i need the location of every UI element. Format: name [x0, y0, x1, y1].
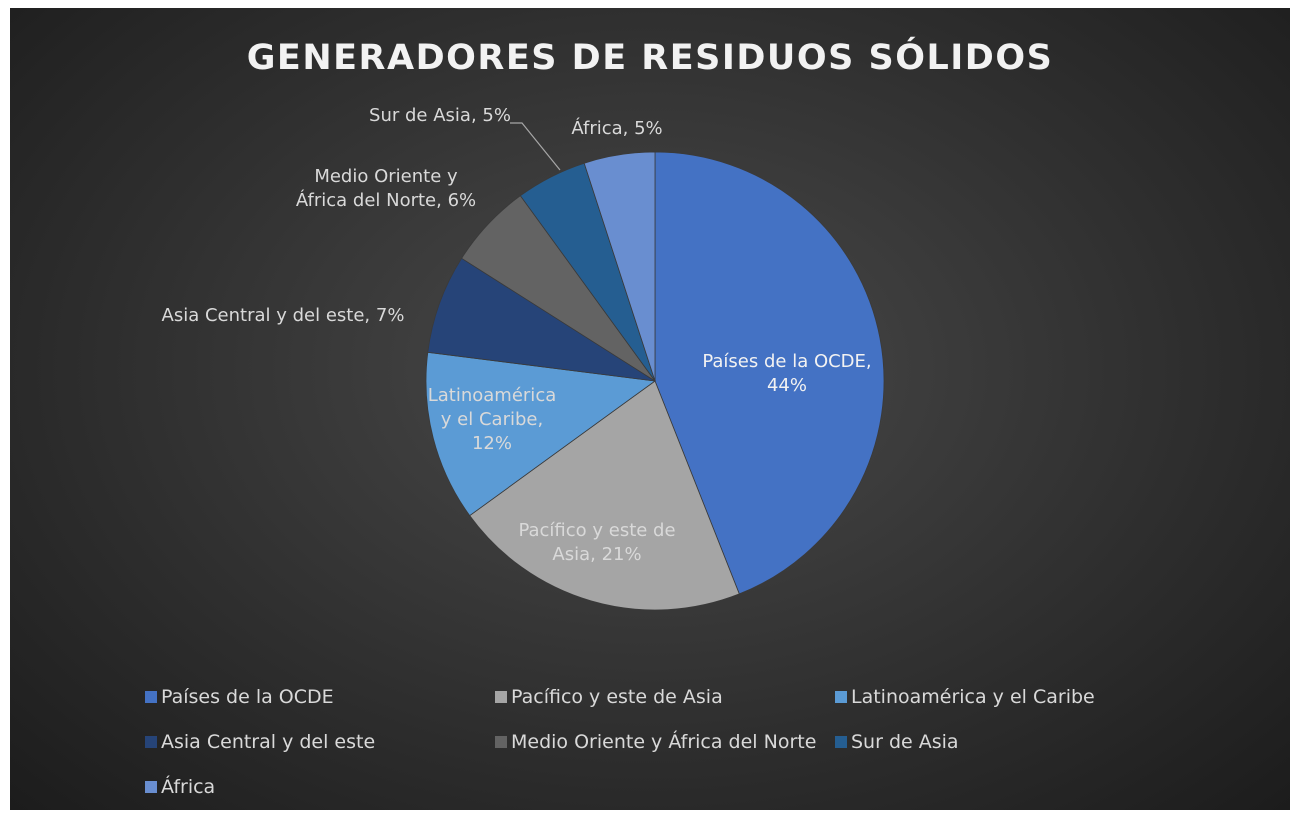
legend-swatch: [145, 781, 157, 793]
legend-label: Pacífico y este de Asia: [511, 686, 723, 708]
data-label: Medio Oriente y África del Norte, 6%: [295, 166, 477, 211]
pie-area: [425, 122, 885, 611]
legend-swatch: [835, 691, 847, 703]
legend-item: Pacífico y este de Asia: [495, 685, 723, 709]
pie-slice: [469, 380, 740, 611]
data-label: Pacífico y este de Asia, 21%: [518, 520, 676, 565]
data-label: Países de la OCDE, 44%: [702, 351, 872, 396]
legend-swatch: [495, 736, 507, 748]
data-label: Asia Central y del este, 7%: [161, 305, 405, 326]
pie-slice: [425, 351, 657, 517]
pie-slice: [654, 151, 885, 595]
legend-label: Medio Oriente y África del Norte: [511, 731, 817, 753]
pie-slice: [583, 151, 656, 382]
legend-label: Latinoamérica y el Caribe: [851, 686, 1095, 708]
legend-item: Sur de Asia: [835, 730, 959, 754]
data-label: África, 5%: [571, 118, 663, 139]
legend-item: Medio Oriente y África del Norte: [495, 730, 816, 754]
data-label: Sur de Asia, 5%: [369, 105, 511, 126]
legend-item: Países de la OCDE: [145, 685, 334, 709]
legend-swatch: [145, 736, 157, 748]
legend-label: África: [161, 776, 216, 798]
legend-label: Sur de Asia: [851, 731, 959, 753]
legend-item: Latinoamérica y el Caribe: [835, 685, 1095, 709]
legend-label: Asia Central y del este: [161, 731, 376, 753]
legend-swatch: [495, 691, 507, 703]
legend-swatch: [145, 691, 157, 703]
leader-line: [510, 122, 561, 171]
chart-title: GENERADORES DE RESIDUOS SÓLIDOS: [246, 38, 1054, 78]
legend-label: Países de la OCDE: [161, 686, 334, 708]
chart: GENERADORES DE RESIDUOS SÓLIDOS Países d…: [10, 8, 1290, 810]
legend-item: África: [145, 775, 215, 799]
legend-swatch: [835, 736, 847, 748]
data-label: Latinoamérica y el Caribe, 12%: [427, 385, 557, 454]
legend-item: Asia Central y del este: [145, 730, 375, 754]
